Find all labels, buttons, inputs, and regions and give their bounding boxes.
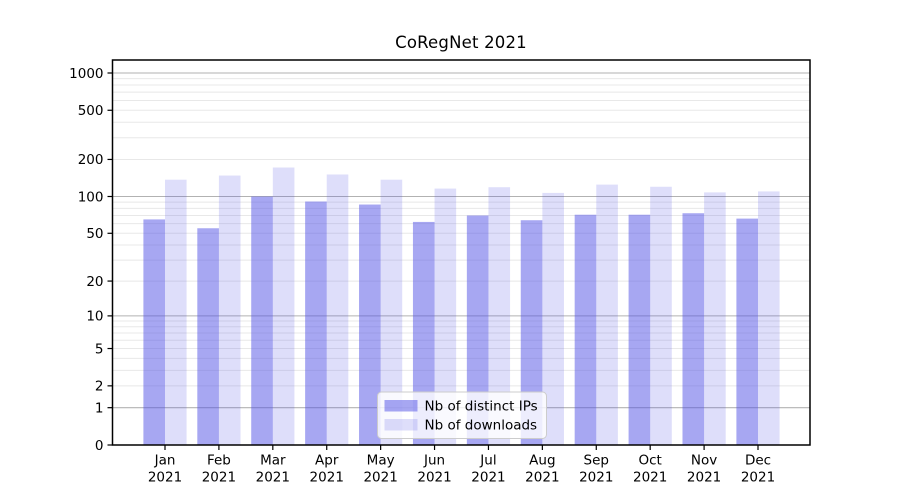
y-tick-label-10: 10 (86, 309, 103, 325)
y-tick-label-1000: 1000 (69, 66, 103, 82)
x-tick-label-month-may-2021: May (367, 453, 395, 469)
y-tick-label-500: 500 (78, 103, 104, 119)
x-tick-label-month-mar-2021: Mar (260, 453, 286, 469)
bar-nb-of-distinct-ips-dec-2021 (736, 218, 758, 445)
bar-nb-of-downloads-feb-2021 (218, 175, 241, 445)
bar-nb-of-distinct-ips-jan-2021 (143, 219, 165, 445)
x-tick-label-year-jun-2021: 2021 (417, 470, 451, 486)
bar-nb-of-distinct-ips-jul-2021 (466, 215, 489, 445)
bar-nb-of-distinct-ips-feb-2021 (197, 228, 219, 445)
x-tick-label-year-feb-2021: 2021 (202, 470, 236, 486)
x-tick-label-year-sep-2021: 2021 (579, 470, 613, 486)
bar-nb-of-downloads-mar-2021 (272, 167, 295, 445)
y-axis: 0 1 2 5 10 20 50 100 200 500 1000 (69, 66, 113, 454)
bar-nb-of-distinct-ips-may-2021 (359, 204, 381, 445)
x-tick-label-month-aug-2021: Aug (529, 453, 555, 469)
bar-nb-of-distinct-ips-sep-2021 (574, 214, 597, 445)
y-tick-label-1: 1 (95, 400, 104, 416)
bar-nb-of-downloads-apr-2021 (326, 174, 349, 445)
plot-border (111, 59, 811, 446)
legend-swatch-nb-of-downloads (384, 419, 418, 431)
x-tick-label-year-may-2021: 2021 (363, 470, 397, 486)
bar-nb-of-distinct-ips-apr-2021 (305, 201, 327, 445)
bar-nb-of-downloads-jan-2021 (165, 179, 187, 446)
x-tick-label-year-dec-2021: 2021 (741, 470, 775, 486)
legend-label-nb-of-distinct-ips: Nb of distinct IPs (425, 399, 538, 415)
x-tick-label-year-nov-2021: 2021 (687, 470, 721, 486)
bar-nb-of-downloads-dec-2021 (758, 191, 780, 445)
x-tick-label-month-nov-2021: Nov (691, 453, 717, 469)
y-tick-label-2: 2 (95, 379, 104, 395)
x-tick-label-month-apr-2021: Apr (315, 453, 339, 469)
bar-nb-of-downloads-jul-2021 (488, 187, 511, 446)
y-tick-label-20: 20 (86, 274, 103, 290)
bar-nb-of-downloads-may-2021 (380, 179, 403, 446)
x-tick-label-year-aug-2021: 2021 (525, 470, 559, 486)
x-tick-label-year-apr-2021: 2021 (310, 470, 344, 486)
bar-nb-of-downloads-nov-2021 (704, 192, 726, 445)
chart-title: CoRegNet 2021 (395, 33, 527, 52)
series-nb-of-downloads (165, 167, 780, 446)
y-tick-label-50: 50 (86, 226, 103, 242)
x-tick-label-year-jul-2021: 2021 (471, 470, 505, 486)
bar-nb-of-downloads-oct-2021 (650, 186, 672, 445)
bar-nb-of-distinct-ips-mar-2021 (251, 196, 273, 445)
x-tick-label-year-mar-2021: 2021 (256, 470, 290, 486)
x-tick-label-year-jan-2021: 2021 (148, 470, 182, 486)
x-tick-label-month-sep-2021: Sep (584, 453, 609, 469)
bar-nb-of-distinct-ips-oct-2021 (628, 214, 651, 445)
x-tick-label-month-feb-2021: Feb (207, 453, 231, 469)
bar-nb-of-downloads-aug-2021 (542, 192, 564, 445)
legend: Nb of distinct IPs Nb of downloads (377, 391, 547, 439)
x-tick-label-month-oct-2021: Oct (639, 453, 662, 469)
x-tick-label-month-jan-2021: Jan (154, 453, 176, 469)
y-tick-label-5: 5 (95, 341, 104, 357)
bar-nb-of-downloads-sep-2021 (596, 184, 618, 445)
legend-box (377, 391, 547, 439)
x-tick-label-month-jul-2021: Jul (479, 453, 496, 469)
bar-nb-of-downloads-jun-2021 (434, 188, 457, 445)
bar-nb-of-distinct-ips-aug-2021 (520, 220, 543, 445)
x-tick-label-month-jun-2021: Jun (423, 453, 445, 469)
x-tick-label-year-oct-2021: 2021 (633, 470, 667, 486)
x-axis: Jan2021Feb2021Mar2021Apr2021May2021Jun20… (148, 445, 775, 486)
x-tick-label-month-dec-2021: Dec (745, 453, 771, 469)
series-nb-of-distinct-ips (143, 196, 758, 445)
y-tick-label-100: 100 (78, 189, 104, 205)
bar-nb-of-distinct-ips-jun-2021 (412, 221, 435, 445)
legend-label-nb-of-downloads: Nb of downloads (425, 418, 538, 434)
y-tick-label-200: 200 (78, 152, 104, 168)
y-tick-label-0: 0 (95, 438, 104, 454)
bar-nb-of-distinct-ips-nov-2021 (682, 213, 705, 445)
legend-swatch-nb-of-distinct-ips (384, 400, 418, 412)
